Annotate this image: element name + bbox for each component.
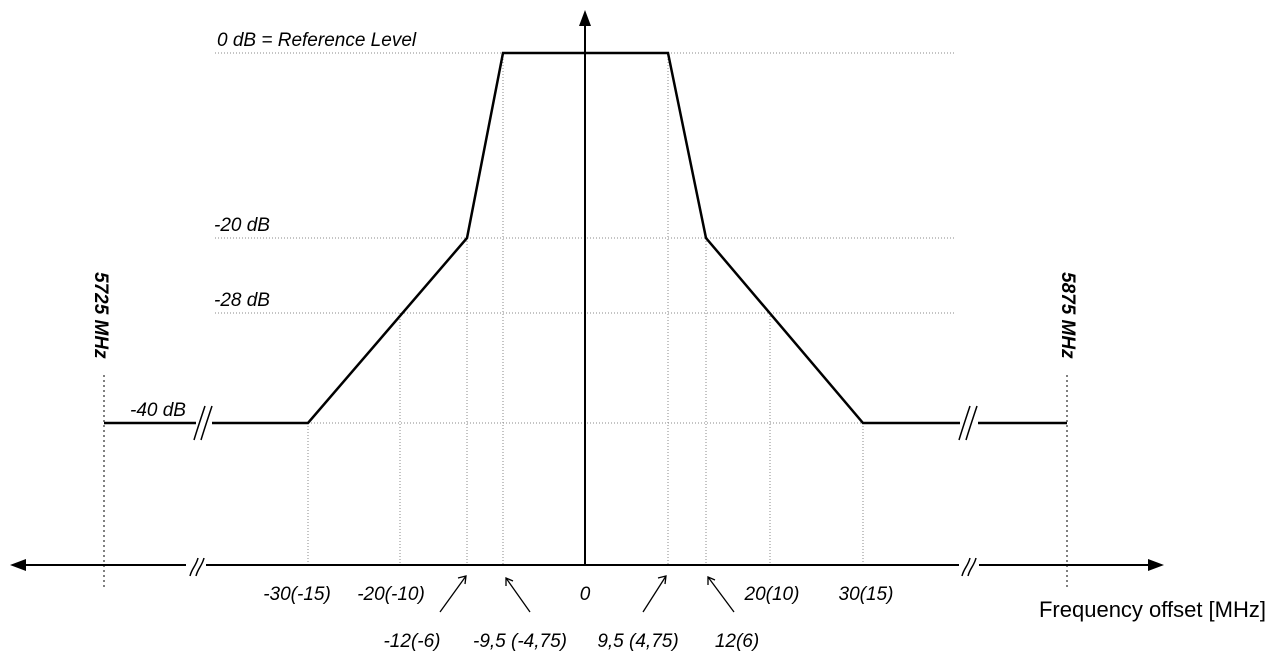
mask-break-right-icon	[958, 405, 978, 441]
tick-p20: 20(10)	[744, 584, 800, 605]
tick-pointer-arrows	[439, 575, 735, 613]
tick-m20: -20(-10)	[357, 584, 425, 605]
spectrum-mask	[104, 51, 1067, 441]
band-edge-lines	[103, 375, 1068, 590]
tick-m95: -9,5 (-4,75)	[473, 631, 567, 652]
tick-p95: 9,5 (4,75)	[597, 631, 678, 652]
tick-zero: 0	[580, 584, 591, 605]
tick-m30: -30(-15)	[263, 584, 331, 605]
arrow-p95-icon	[657, 575, 667, 585]
band-edge-lower-label: 5725 MHz	[90, 272, 111, 359]
y-axis	[579, 10, 591, 565]
band-edge-upper-label: 5875 MHz	[1057, 272, 1078, 359]
tick-m12: -12(-6)	[383, 631, 440, 652]
arrow-m12-icon	[457, 575, 467, 585]
mask-break-left-icon	[193, 405, 213, 441]
tick-p30: 30(15)	[839, 584, 894, 605]
label-reference-level: 0 dB = Reference Level	[217, 30, 417, 51]
vertical-guides	[307, 53, 864, 565]
y-axis-arrow-icon	[579, 10, 591, 26]
x-axis	[10, 555, 1164, 577]
axis-break-right-icon	[961, 557, 977, 577]
axis-break-left-icon	[189, 557, 205, 577]
x-axis-title: Frequency offset [MHz]	[1039, 597, 1266, 622]
mask-line	[212, 51, 960, 425]
arrow-m95-icon	[505, 577, 514, 586]
arrow-p12-icon	[707, 576, 716, 585]
x-axis-left-arrow-icon	[10, 559, 26, 571]
label-minus40db: -40 dB	[130, 400, 186, 421]
label-minus28db: -28 dB	[214, 290, 270, 311]
x-axis-right-arrow-icon	[1148, 559, 1164, 571]
tick-p12: 12(6)	[715, 631, 759, 652]
label-minus20db: -20 dB	[214, 215, 270, 236]
